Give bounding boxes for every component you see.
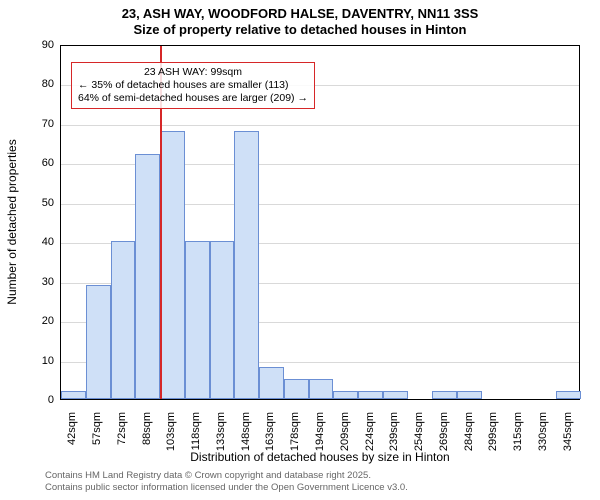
x-tick-label: 284sqm [463,412,475,462]
y-tick-label: 60 [30,157,54,169]
bar [259,367,284,399]
bar [160,131,185,399]
x-tick-label: 254sqm [413,412,425,462]
footer-line1: Contains HM Land Registry data © Crown c… [45,470,408,482]
chart-container: { "chart": { "type": "histogram", "title… [0,0,600,500]
x-tick-label: 57sqm [91,412,103,462]
x-tick-label: 269sqm [438,412,450,462]
bar [210,241,235,399]
x-tick-label: 178sqm [289,412,301,462]
bar [234,131,259,399]
bar [135,154,160,399]
bar [111,241,136,399]
x-tick-label: 42sqm [66,412,78,462]
x-tick-label: 299sqm [487,412,499,462]
bar [284,379,309,399]
annotation-line2: ← 35% of detached houses are smaller (11… [78,79,308,92]
y-tick-label: 0 [30,394,54,406]
x-tick-label: 330sqm [537,412,549,462]
y-axis-label: Number of detached properties [5,122,19,322]
y-tick-label: 40 [30,236,54,248]
x-tick-label: 239sqm [388,412,400,462]
bar [61,391,86,399]
x-tick-label: 209sqm [339,412,351,462]
y-tick-label: 30 [30,276,54,288]
bar [86,285,111,399]
x-tick-label: 224sqm [364,412,376,462]
footer-line2: Contains public sector information licen… [45,482,408,494]
plot-area: 23 ASH WAY: 99sqm← 35% of detached house… [60,45,580,400]
y-tick-label: 70 [30,118,54,130]
bar [556,391,581,399]
bar [333,391,358,399]
chart-title-line1: 23, ASH WAY, WOODFORD HALSE, DAVENTRY, N… [0,6,600,21]
gridline [61,125,579,126]
annotation-line3: 64% of semi-detached houses are larger (… [78,92,308,105]
bar [358,391,383,399]
bar [457,391,482,399]
bar [309,379,334,399]
y-tick-label: 20 [30,315,54,327]
x-tick-label: 163sqm [264,412,276,462]
x-tick-label: 103sqm [165,412,177,462]
y-tick-label: 90 [30,39,54,51]
bar [185,241,210,399]
x-tick-label: 88sqm [141,412,153,462]
footer-attribution: Contains HM Land Registry data © Crown c… [45,470,408,494]
bar [383,391,408,399]
x-tick-label: 194sqm [314,412,326,462]
x-tick-label: 133sqm [215,412,227,462]
x-tick-label: 72sqm [116,412,128,462]
y-tick-label: 80 [30,78,54,90]
bar [432,391,457,399]
chart-title-line2: Size of property relative to detached ho… [0,22,600,37]
y-tick-label: 10 [30,355,54,367]
annotation-box: 23 ASH WAY: 99sqm← 35% of detached house… [71,62,315,109]
x-tick-label: 315sqm [512,412,524,462]
annotation-line1: 23 ASH WAY: 99sqm [78,66,308,79]
x-tick-label: 148sqm [240,412,252,462]
x-tick-label: 345sqm [562,412,574,462]
x-tick-label: 118sqm [190,412,202,462]
y-tick-label: 50 [30,197,54,209]
